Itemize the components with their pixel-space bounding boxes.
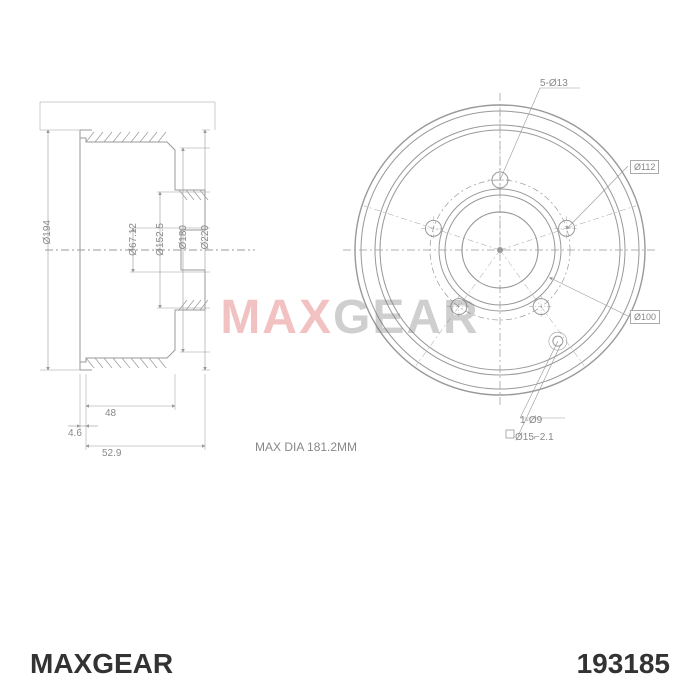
callout-detail: Ø15⌐2.1 [515,432,554,443]
max-dia-text: MAX DIA 181.2MM [255,440,357,454]
part-number-label: 193185 [577,648,670,680]
brand-label: MAXGEAR [30,648,173,680]
callout-bolt: 5-Ø13 [540,78,568,89]
dim-d152: Ø152.5 [155,223,166,256]
dim-w4-6: 4.6 [68,428,82,439]
drawing-area: Ø194 Ø67.12 Ø152.5 Ø180 Ø220 48 4.6 52.9… [20,50,680,550]
dim-w52-9: 52.9 [102,448,121,459]
dim-w48: 48 [105,408,116,419]
dim-d67: Ø67.12 [128,223,139,256]
dim-d194: Ø194 [42,220,53,244]
dim-d220: Ø220 [200,225,211,249]
callout-d100: Ø100 [630,310,660,324]
technical-drawing-svg [20,50,680,550]
callout-d112: Ø112 [630,160,659,174]
dim-d180: Ø180 [178,225,189,249]
callout-small-hole: 1-Ø9 [520,415,542,426]
